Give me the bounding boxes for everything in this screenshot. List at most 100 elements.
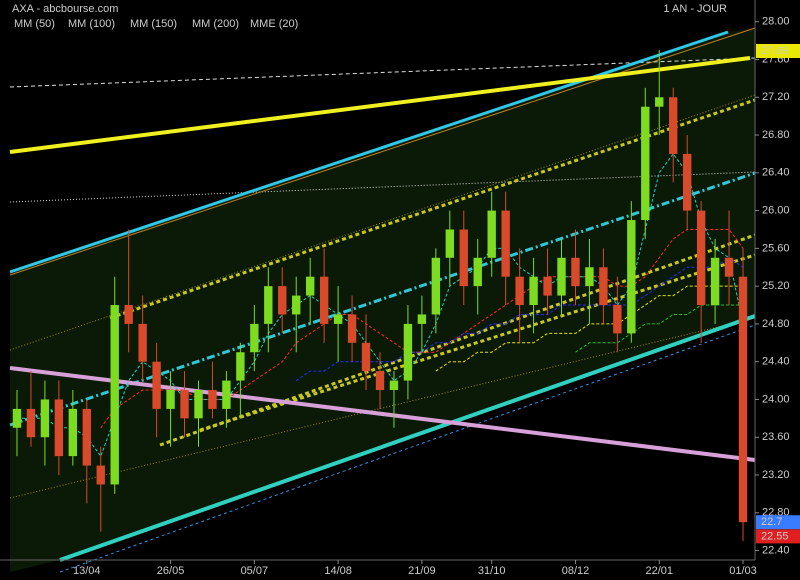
trendline xyxy=(9,57,756,88)
candle-body xyxy=(710,257,720,306)
x-tick-label: 05/07 xyxy=(241,565,269,577)
y-tick-label: 27.60 xyxy=(762,53,790,65)
candle-body xyxy=(613,305,622,334)
candle-body xyxy=(194,390,203,419)
trendline xyxy=(9,27,756,276)
candle-body xyxy=(696,210,706,306)
candle-body xyxy=(529,276,538,306)
price-marker xyxy=(756,529,800,544)
candle-body xyxy=(627,220,636,334)
candle-body xyxy=(417,314,427,324)
price-marker-label: 27.69 xyxy=(761,45,789,57)
y-tick-label: 27.20 xyxy=(762,91,790,103)
legend-entry: MM (150) xyxy=(130,18,177,30)
price-marker xyxy=(756,515,800,530)
price-marker-label: 22.7 xyxy=(761,516,782,528)
y-tick-label: 24.00 xyxy=(762,393,790,405)
candle-body xyxy=(236,352,245,381)
y-tick-label: 25.20 xyxy=(762,280,790,292)
trendline xyxy=(59,314,756,562)
y-tick-label: 25.60 xyxy=(762,242,790,254)
candle-body xyxy=(222,380,231,409)
x-tick-label: 26/05 xyxy=(157,565,185,577)
candle-body xyxy=(138,323,147,362)
candle-body xyxy=(515,276,524,306)
moving-average xyxy=(575,304,743,353)
candle-body xyxy=(361,342,371,372)
candle-body xyxy=(738,276,748,523)
trendline xyxy=(9,56,751,154)
trendline xyxy=(59,324,756,573)
y-tick-label: 22.40 xyxy=(762,544,790,556)
price-marker xyxy=(756,43,800,58)
candle-body xyxy=(278,286,287,315)
moving-average xyxy=(435,285,743,372)
candle-body xyxy=(292,295,301,315)
trendline xyxy=(9,366,756,462)
candle-body xyxy=(403,323,413,381)
candle-body xyxy=(599,267,608,306)
candle-body xyxy=(682,153,692,211)
candle-body xyxy=(208,390,217,409)
y-tick-label: 26.80 xyxy=(762,129,790,141)
price-marker-label: 22.55 xyxy=(761,530,789,542)
y-tick-label: 23.60 xyxy=(762,431,790,443)
trendline xyxy=(9,171,756,203)
candle-body xyxy=(655,97,664,107)
candle-body xyxy=(124,305,133,324)
candle-body xyxy=(389,380,399,391)
y-tick-label: 24.80 xyxy=(762,318,790,330)
x-tick-label: 08/12 xyxy=(562,565,590,577)
trendline xyxy=(9,30,729,274)
candle-body xyxy=(724,257,734,277)
x-tick-label: 21/09 xyxy=(408,565,436,577)
x-tick-label: 31/10 xyxy=(478,565,506,577)
candle-body xyxy=(641,106,650,221)
x-tick-label: 13/04 xyxy=(73,565,101,577)
candle-body xyxy=(264,286,273,324)
candle-body xyxy=(375,371,385,391)
candle-body xyxy=(571,257,580,287)
candle-body xyxy=(40,399,50,438)
candle-body xyxy=(26,408,36,438)
candle-body xyxy=(180,390,189,419)
candle-body xyxy=(557,257,566,296)
candle-body xyxy=(110,305,119,485)
chart-title: AXA - abcbourse.com xyxy=(12,3,118,15)
candle-body xyxy=(501,210,510,277)
candle-body xyxy=(347,314,357,343)
trendlines xyxy=(9,27,756,573)
candle-body xyxy=(12,408,22,428)
candle-body xyxy=(333,314,343,324)
y-tick-label: 23.20 xyxy=(762,469,790,481)
y-tick-label: 26.00 xyxy=(762,204,790,216)
candle-body xyxy=(250,323,259,353)
candle-body xyxy=(473,257,482,287)
x-tick-label: 01/03 xyxy=(729,565,757,577)
candle-body xyxy=(166,390,175,409)
candle-body xyxy=(96,465,105,485)
y-tick-label: 26.40 xyxy=(762,167,790,179)
candle-body xyxy=(459,229,468,287)
candle-body xyxy=(431,257,441,315)
candle-body xyxy=(445,229,454,258)
legend-entry: MM (100) xyxy=(68,18,115,30)
trendline xyxy=(159,233,756,447)
candle-body xyxy=(669,97,678,154)
y-tick-label: 28.00 xyxy=(762,16,790,28)
legend-entry: MM (200) xyxy=(192,18,239,30)
trendline xyxy=(9,94,756,351)
candle-body xyxy=(306,276,315,296)
candle-body xyxy=(319,276,329,324)
candle-body xyxy=(152,361,161,409)
candle-body xyxy=(82,408,91,466)
candle-body xyxy=(585,267,594,287)
y-tick-label: 24.40 xyxy=(762,356,790,368)
legend-entry: MM (50) xyxy=(14,18,55,30)
x-tick-label: 14/08 xyxy=(324,565,352,577)
legend-entry: MME (20) xyxy=(250,18,298,30)
candle-body xyxy=(54,399,64,457)
moving-average xyxy=(295,257,744,382)
chart-subtitle: 1 AN - JOUR xyxy=(663,3,727,15)
